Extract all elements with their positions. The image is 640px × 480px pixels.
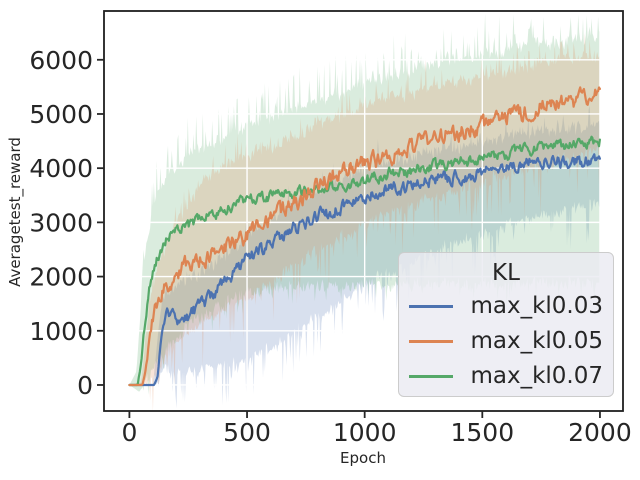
axes-spines — [103, 10, 624, 412]
y-tick-label: 5000 — [29, 100, 93, 129]
x-tick-label: 1500 — [450, 418, 514, 447]
legend-item: max_kl0.07 — [409, 359, 603, 394]
legend-title: KL — [492, 260, 520, 286]
line-max_kl0.07 — [128, 135, 602, 387]
legend-line-swatch-kl007 — [409, 375, 454, 378]
x-tick-label: 500 — [223, 418, 271, 447]
legend-line-swatch-kl003 — [409, 305, 454, 308]
legend-item-label: max_kl0.05 — [470, 328, 603, 354]
legend: KL max_kl0.03 max_kl0.05 max_kl0.07 — [398, 252, 614, 397]
y-tick-label: 6000 — [29, 46, 93, 75]
y-tick-label: 2000 — [29, 263, 93, 292]
legend-item-label: max_kl0.07 — [470, 363, 603, 389]
legend-item: max_kl0.05 — [409, 324, 603, 359]
legend-item-label: max_kl0.03 — [470, 293, 603, 319]
y-tick-label: 3000 — [29, 208, 93, 237]
x-axis-label: Epoch — [340, 449, 386, 467]
y-tick-label: 1000 — [29, 317, 93, 346]
line-max_kl0.03 — [128, 153, 602, 387]
y-tick-label: 0 — [77, 371, 93, 400]
x-tick-label: 2000 — [568, 418, 632, 447]
line-max_kl0.05 — [128, 86, 602, 387]
x-tick-label: 0 — [121, 418, 137, 447]
x-tick-label: 1000 — [333, 418, 397, 447]
y-tick-label: 4000 — [29, 154, 93, 183]
y-axis-label: Averagetest_reward — [6, 137, 24, 287]
legend-line-swatch-kl005 — [409, 340, 454, 343]
legend-item: max_kl0.03 — [409, 289, 603, 324]
